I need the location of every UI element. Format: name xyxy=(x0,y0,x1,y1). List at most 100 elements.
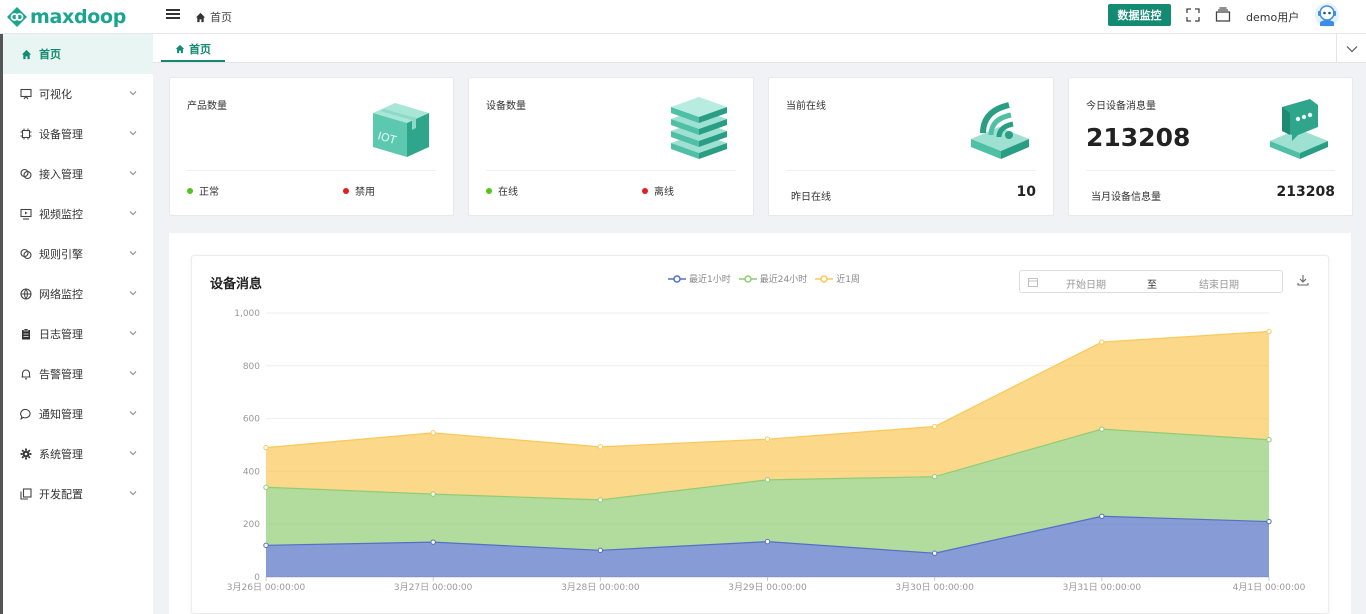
green-dot xyxy=(187,187,193,194)
chevron-down-icon xyxy=(129,411,137,416)
legend-item-1w[interactable]: 近1周 xyxy=(815,272,860,285)
data-point xyxy=(764,477,771,483)
current-online-card: 当前在线 昨日在线 10 xyxy=(768,77,1054,216)
device-count-card: 设备数量 在线 离线 xyxy=(468,77,754,216)
monitor-icon xyxy=(20,88,32,100)
sidebar-item-device-management[interactable]: 设备管理 xyxy=(3,114,153,154)
status-online: 在线 xyxy=(486,183,518,198)
sidebar-item-label: 接入管理 xyxy=(39,168,83,181)
tab-home[interactable]: 首页 xyxy=(161,38,225,62)
series-area xyxy=(266,331,1269,500)
avatar[interactable] xyxy=(1314,2,1340,28)
y-tick-label: 600 xyxy=(243,415,260,425)
layout-icon[interactable] xyxy=(1215,7,1231,23)
data-monitor-button[interactable]: 数据监控 xyxy=(1108,4,1171,26)
data-point xyxy=(1266,518,1272,525)
svg-text:IOT: IOT xyxy=(376,129,398,147)
data-point xyxy=(764,538,771,545)
iot-box-icon: IOT xyxy=(373,103,429,157)
chat-device-icon xyxy=(1270,99,1328,159)
legend-marker xyxy=(668,274,686,283)
sidebar-item-notice-management[interactable]: 通知管理 xyxy=(3,394,153,434)
x-tick-label: 3月31日 00:00:00 xyxy=(1063,582,1142,593)
fullscreen-icon[interactable] xyxy=(1186,8,1200,22)
video-icon xyxy=(20,208,32,220)
card-title: 当前在线 xyxy=(786,101,826,112)
sidebar-item-rule-engine[interactable]: 规则引擎 xyxy=(3,234,153,274)
y-tick-label: 200 xyxy=(243,520,260,530)
card-title: 设备数量 xyxy=(486,101,526,112)
chevron-down-icon xyxy=(129,171,137,176)
data-point xyxy=(1266,437,1272,443)
sidebar-item-label: 视频监控 xyxy=(39,208,83,221)
chat-icon xyxy=(20,408,32,420)
x-tick-label: 3月30日 00:00:00 xyxy=(895,582,974,593)
status-offline: 离线 xyxy=(642,183,674,198)
product-count-card: 产品数量 IOT 正常 禁用 xyxy=(169,77,454,216)
card-divider xyxy=(1086,170,1335,171)
chevron-down-icon xyxy=(129,251,137,256)
red-dot xyxy=(343,187,349,194)
x-tick-label: 3月27日 00:00:00 xyxy=(394,582,473,593)
red-dot xyxy=(642,187,648,194)
data-point xyxy=(1099,513,1105,519)
end-date-input[interactable]: 结束日期 xyxy=(1199,280,1239,291)
card-divider xyxy=(187,170,436,171)
chevron-down-icon xyxy=(129,491,137,496)
y-tick-label: 0 xyxy=(254,573,260,583)
data-point xyxy=(597,547,604,554)
series-area xyxy=(266,516,1269,577)
data-point xyxy=(597,444,604,450)
y-tick-label: 400 xyxy=(243,467,260,477)
sidebar-item-network-monitor[interactable]: 网络监控 xyxy=(3,274,153,314)
gear-icon xyxy=(20,448,32,460)
bell-icon xyxy=(20,368,32,380)
start-date-input[interactable]: 开始日期 xyxy=(1066,280,1106,291)
sidebar-item-home[interactable]: 首页 xyxy=(3,34,153,74)
user-menu[interactable]: demo用户 xyxy=(1246,11,1300,24)
sidebar-item-label: 系统管理 xyxy=(39,448,83,461)
date-range-picker[interactable]: 开始日期 至 结束日期 xyxy=(1019,270,1283,293)
home-icon xyxy=(175,44,185,54)
x-tick-label: 3月26日 00:00:00 xyxy=(227,582,306,593)
link-icon xyxy=(20,168,32,180)
home-icon xyxy=(195,12,206,22)
legend-item-24h[interactable]: 最近24小时 xyxy=(738,272,807,285)
sidebar-item-alarm-management[interactable]: 告警管理 xyxy=(3,354,153,394)
chevron-down-icon xyxy=(129,331,137,336)
top-bar: maxdoop 首页 数据监控 demo用户 xyxy=(0,0,1366,34)
download-icon[interactable] xyxy=(1297,274,1309,286)
chip-icon xyxy=(20,128,32,140)
tabs-dropdown[interactable] xyxy=(1336,34,1366,63)
data-point xyxy=(263,484,269,490)
tab-label: 首页 xyxy=(189,43,211,56)
sidebar-item-system-management[interactable]: 系统管理 xyxy=(3,434,153,474)
card-divider xyxy=(486,170,736,171)
data-point xyxy=(1099,426,1105,432)
legend-item-1h[interactable]: 最近1小时 xyxy=(668,272,731,285)
rule-icon xyxy=(20,248,32,260)
y-tick-label: 800 xyxy=(243,362,260,372)
sidebar-item-visualization[interactable]: 可视化 xyxy=(3,74,153,114)
sidebar-item-label: 设备管理 xyxy=(39,128,83,141)
status-disabled: 禁用 xyxy=(343,183,375,198)
y-tick-label: 1,000 xyxy=(234,309,260,319)
sidebar-item-label: 首页 xyxy=(39,48,61,61)
chevron-down-icon xyxy=(1346,45,1357,52)
menu-toggle-icon[interactable] xyxy=(166,8,180,24)
data-point xyxy=(931,473,938,480)
sidebar-item-log-management[interactable]: 日志管理 xyxy=(3,314,153,354)
globe-icon xyxy=(20,288,32,300)
sidebar-item-access-management[interactable]: 接入管理 xyxy=(3,154,153,194)
breadcrumb-home[interactable]: 首页 xyxy=(210,11,232,24)
sidebar-item-dev-config[interactable]: 开发配置 xyxy=(3,474,153,514)
sidebar-item-video-monitor[interactable]: 视频监控 xyxy=(3,194,153,234)
tabs-bar: 首页 xyxy=(153,34,1366,63)
sidebar-item-label: 规则引擎 xyxy=(39,248,83,261)
chevron-down-icon xyxy=(129,91,137,96)
chevron-down-icon xyxy=(129,371,137,376)
x-tick-label: 3月29日 00:00:00 xyxy=(728,582,807,593)
breadcrumb: 首页 xyxy=(195,9,232,25)
app-logo[interactable]: maxdoop xyxy=(6,3,126,31)
